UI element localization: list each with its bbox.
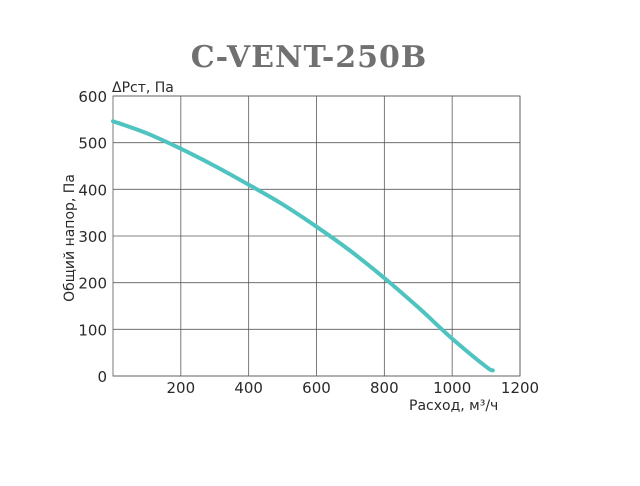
x-tick-label: 400 xyxy=(234,379,263,397)
x-axis-ticks: 200 400 600 800 1000 1200 xyxy=(167,379,540,397)
series-layer xyxy=(111,119,495,373)
grid xyxy=(113,95,521,377)
y-tick-label: 100 xyxy=(78,321,107,339)
y-tick-label: 400 xyxy=(78,181,107,199)
x-axis-label: Расход, м³/ч xyxy=(409,398,498,414)
y-unit-label: ΔPст, Па xyxy=(112,80,174,96)
x-tick-label: 1000 xyxy=(433,379,471,397)
y-axis-label: Общий напор, Па xyxy=(62,174,78,302)
x-tick-label: 1200 xyxy=(501,379,539,397)
y-tick-label: 200 xyxy=(78,275,107,293)
x-tick-label: 600 xyxy=(302,379,331,397)
x-tick-label: 200 xyxy=(167,379,196,397)
y-tick-label: 600 xyxy=(78,88,107,106)
plot-frame xyxy=(112,95,521,377)
y-tick-label: 300 xyxy=(78,228,107,246)
chart-title: C-VENT-250B xyxy=(191,40,428,75)
y-tick-label: 500 xyxy=(78,135,107,153)
series-line xyxy=(111,119,495,373)
x-tick-label: 800 xyxy=(370,379,399,397)
y-axis-ticks: 0 100 200 300 400 500 600 xyxy=(78,88,107,386)
y-tick-label: 0 xyxy=(97,368,107,386)
